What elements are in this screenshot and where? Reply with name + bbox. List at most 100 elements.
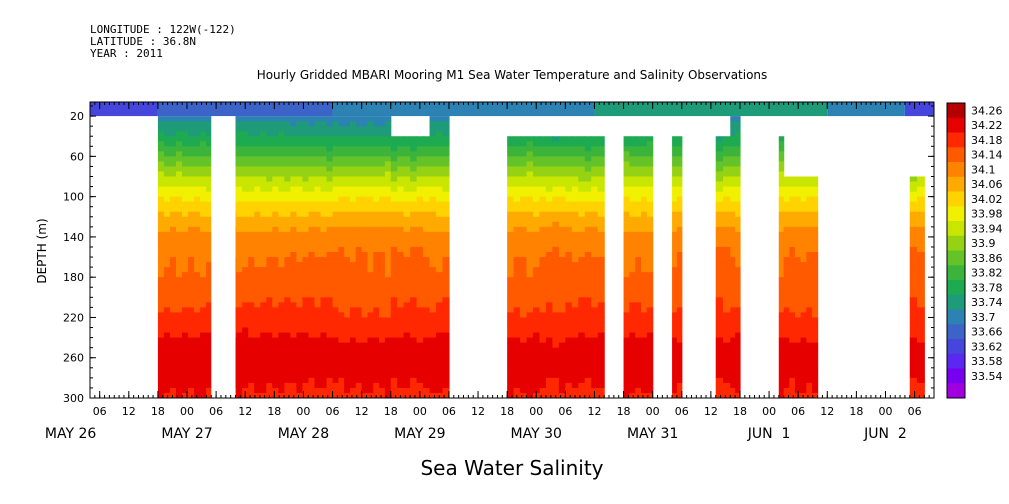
salinity-cell [423,166,431,172]
salinity-cell [715,257,724,263]
salinity-cell [200,292,207,298]
salinity-cell [361,176,369,182]
salinity-cell [635,241,642,248]
salinity-cell [410,382,418,389]
salinity-cell [344,287,351,293]
salinity-cell [349,372,357,379]
salinity-cell [242,141,249,147]
salinity-cell [272,332,279,338]
salinity-cell [188,166,195,172]
salinity-cell [558,171,566,177]
salinity-cell [248,252,255,258]
salinity-cell [533,377,541,384]
salinity-cell [397,307,405,313]
salinity-cell [552,357,560,364]
salinity-cell [349,191,357,198]
salinity-cell [571,362,579,369]
salinity-cell [429,191,437,198]
salinity-cell [597,161,605,167]
salinity-cell [349,267,357,273]
salinity-cell [397,372,405,379]
salinity-cell [429,161,437,167]
salinity-cell [290,176,297,182]
salinity-cell [811,347,819,354]
salinity-cell [410,372,418,379]
salinity-cell [723,332,731,338]
salinity-cell [442,267,450,273]
salinity-cell [397,387,405,394]
salinity-cell [344,272,351,278]
salinity-cell [296,236,304,243]
salinity-cell [735,272,741,278]
salinity-cell [320,252,328,258]
salinity-cell [410,277,418,283]
salinity-cell [254,121,261,127]
salinity-cell [436,382,444,389]
salinity-cell [423,307,431,313]
salinity-cell [558,352,566,359]
salinity-cell [326,181,334,187]
salinity-cell [629,382,636,389]
salinity-cell [397,377,405,384]
salinity-cell [175,231,183,238]
salinity-cell [248,226,255,233]
salinity-cell [533,257,541,263]
salinity-cell [302,297,310,303]
salinity-cell [266,367,273,374]
salinity-cell [715,362,724,369]
salinity-cell [552,372,560,379]
salinity-cell [260,377,267,384]
salinity-cell [597,332,605,338]
salinity-cell [355,352,363,359]
salinity-cell [200,382,207,389]
salinity-cell [266,312,273,318]
salinity-cell [909,332,918,338]
salinity-cell [349,287,357,293]
salinity-cell [296,377,304,384]
salinity-cell [533,387,541,394]
salinity-cell [390,221,398,228]
salinity-cell [571,372,579,379]
salinity-cell [302,176,310,182]
salinity-cell [442,136,450,142]
salinity-cell [175,136,183,142]
salinity-cell [676,241,683,248]
salinity-cell [545,211,554,218]
salinity-cell [266,302,273,308]
salinity-cell [571,267,579,273]
salinity-cell [236,116,243,122]
salinity-cell [800,352,807,359]
salinity-cell [533,372,541,379]
salinity-cell [578,246,586,253]
salinity-cell [591,322,599,328]
salinity-cell [507,161,515,167]
salinity-cell [278,372,285,379]
salinity-cell [629,171,636,177]
salinity-cell [672,191,678,198]
salinity-cell [436,322,444,328]
salinity-cell [188,186,195,192]
salinity-cell [416,317,424,323]
salinity-cell [723,372,731,379]
salinity-cell [379,156,386,162]
salinity-cell [629,246,636,253]
salinity-cell [429,246,437,253]
salinity-cell [735,121,741,127]
salinity-cell [715,216,724,223]
salinity-cell [423,377,431,384]
salinity-cell [397,257,405,263]
salinity-cell [442,186,450,192]
salinity-cell [800,317,807,323]
salinity-cell [735,277,741,283]
salinity-cell [909,362,918,369]
salinity-cell [672,342,678,349]
salinity-cell [646,226,654,233]
salinity-cell [332,282,339,288]
salinity-cell [800,216,807,223]
salinity-cell [361,322,369,328]
salinity-cell [646,161,654,167]
salinity-cell [646,287,654,293]
salinity-cell [379,312,386,318]
salinity-cell [272,171,279,177]
salinity-cell [646,312,654,318]
